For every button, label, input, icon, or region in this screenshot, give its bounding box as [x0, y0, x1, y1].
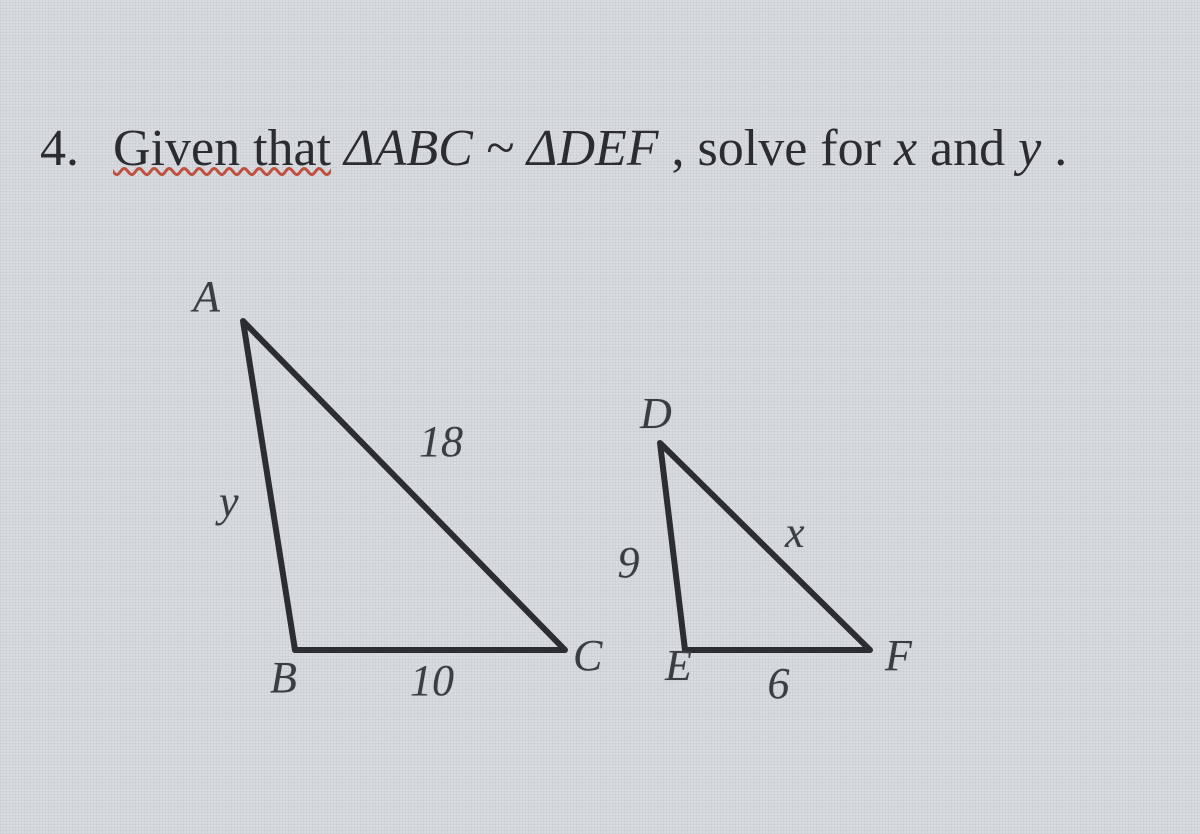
triangles-diagram [0, 0, 1200, 834]
triangle-def [660, 443, 870, 650]
side-label-ac: 18 [419, 416, 463, 467]
side-label-bc: 10 [410, 655, 454, 706]
vertex-label-a: A [193, 271, 220, 322]
vertex-label-c: C [573, 630, 602, 681]
vertex-label-d: D [640, 388, 672, 439]
side-label-de: 9 [618, 537, 640, 588]
triangle-abc [243, 321, 565, 650]
side-label-df: x [785, 507, 805, 558]
vertex-label-f: F [885, 630, 912, 681]
worksheet-canvas: 4. Given that ΔABC ~ ΔDEF , solve for x … [0, 0, 1200, 834]
side-label-ab: y [219, 476, 239, 527]
vertex-label-b: B [270, 652, 297, 703]
side-label-ef: 6 [768, 658, 790, 709]
vertex-label-e: E [665, 640, 692, 691]
